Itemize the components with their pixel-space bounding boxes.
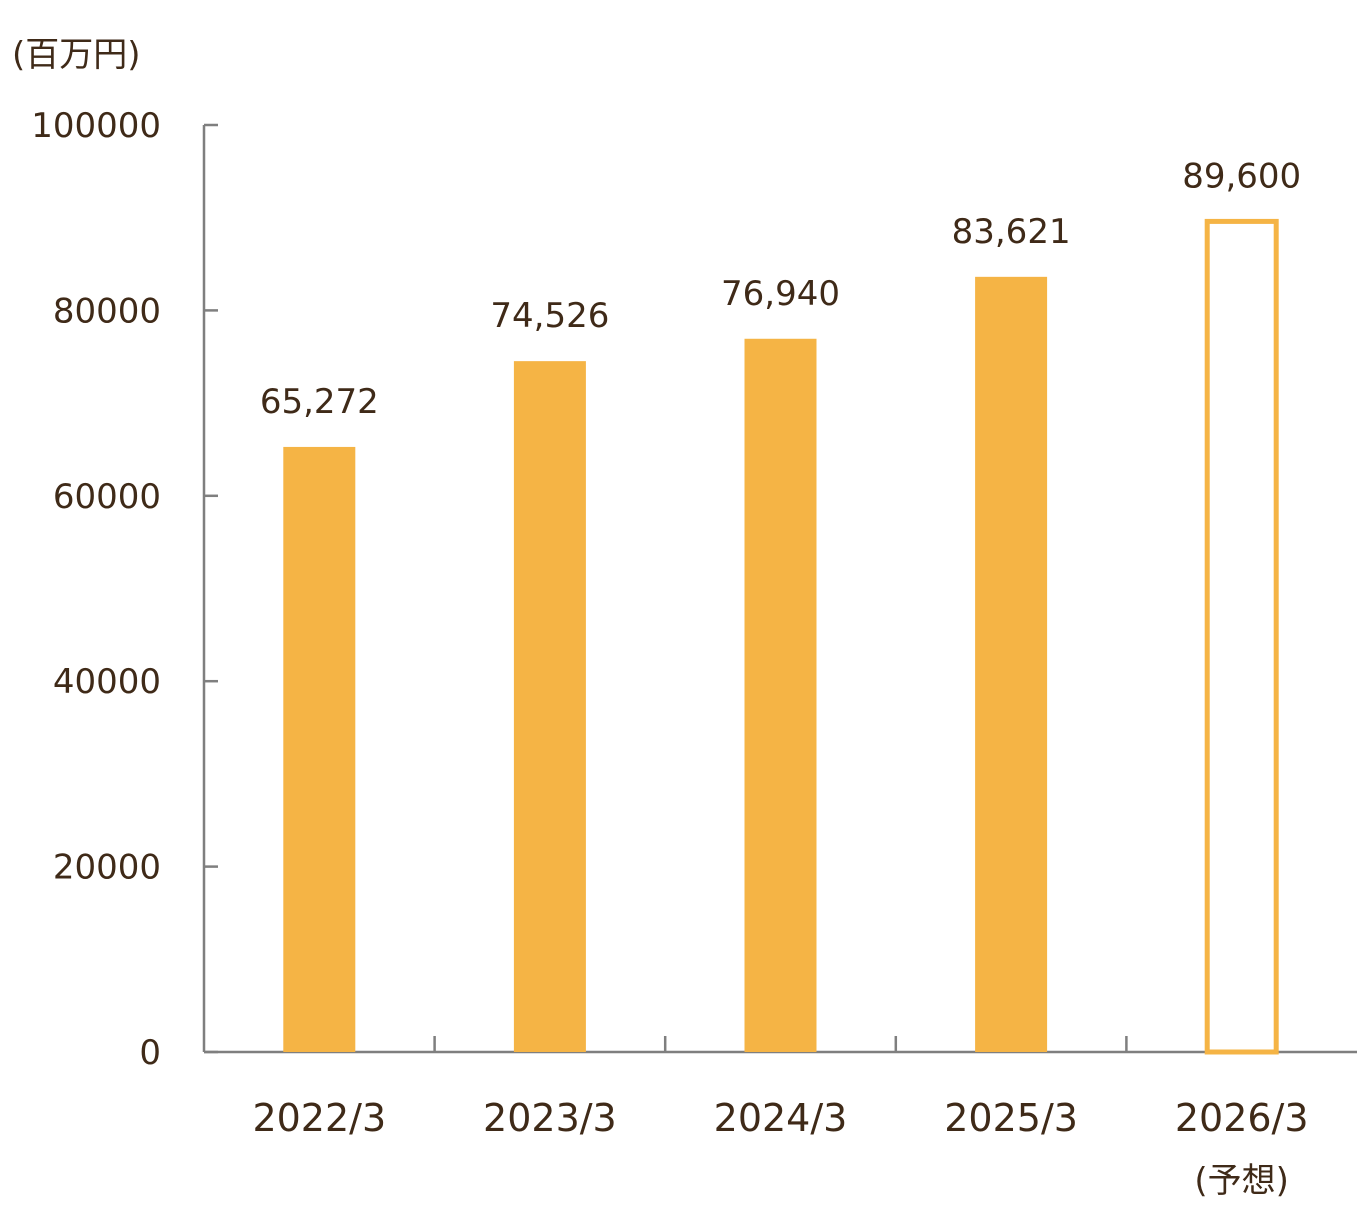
bar-forecast (1204, 218, 1279, 1055)
data-label: 83,621 (952, 212, 1071, 252)
category-label: 2023/3 (483, 1096, 617, 1140)
category-sublabel: (予想) (1194, 1161, 1289, 1201)
y-axis: 0 20000 40000 60000 80000 100000 (31, 106, 218, 1073)
data-label: 89,600 (1182, 156, 1301, 196)
y-axis-unit-label: (百万円) (12, 35, 141, 75)
category-labels: 2022/3 2023/3 2024/3 2025/3 2026/3 (予想) (252, 1096, 1308, 1201)
bar (744, 338, 817, 1052)
data-label: 74,526 (490, 296, 609, 336)
y-tick-label: 60000 (53, 477, 161, 517)
bars (283, 218, 1279, 1055)
category-label: 2022/3 (252, 1096, 386, 1140)
y-tick-label: 0 (139, 1033, 161, 1073)
y-tick-label: 80000 (53, 291, 161, 331)
y-tick-label: 40000 (53, 662, 161, 702)
y-tick-label: 100000 (31, 106, 161, 146)
category-label: 2025/3 (944, 1096, 1078, 1140)
y-tick-label: 20000 (53, 848, 161, 888)
bar (283, 446, 356, 1052)
data-labels: 65,272 74,526 76,940 83,621 89,600 (260, 156, 1301, 422)
bar (513, 361, 586, 1052)
category-label: 2024/3 (714, 1096, 848, 1140)
data-label: 76,940 (721, 274, 840, 314)
category-label: 2026/3 (1175, 1096, 1309, 1140)
data-label: 65,272 (260, 382, 379, 422)
bar (975, 276, 1048, 1052)
